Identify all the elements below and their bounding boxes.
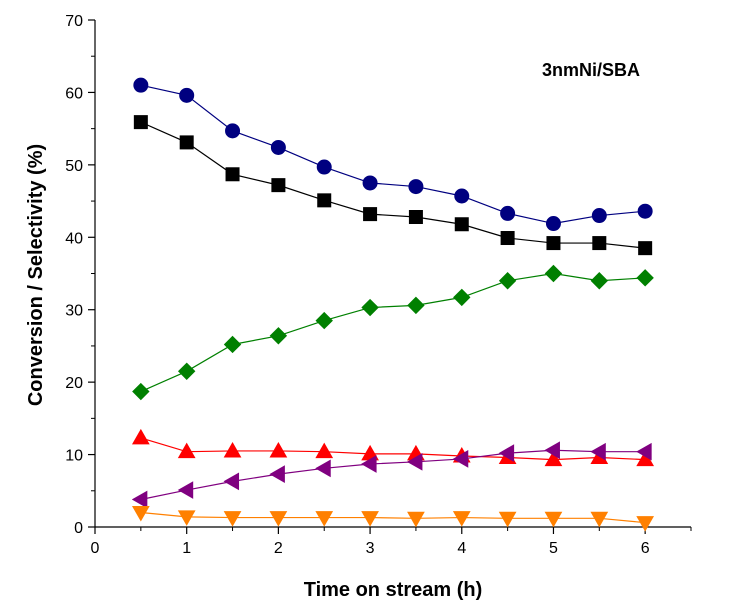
x-tick-label: 2	[274, 540, 283, 557]
series-5-point	[590, 511, 609, 528]
y-axis-title: Conversion / Selectivity (%)	[25, 144, 47, 406]
series-3-point	[131, 428, 150, 445]
series-4	[131, 441, 652, 509]
series-4-point	[269, 465, 285, 483]
series-3-point	[223, 441, 242, 458]
series-2-point	[361, 298, 379, 317]
series-0-point	[270, 139, 286, 155]
series-3-point	[544, 450, 563, 467]
x-tick-label: 6	[641, 540, 650, 557]
series-4-point	[177, 481, 194, 499]
series-2-point	[636, 269, 654, 287]
series-5-point	[315, 511, 334, 527]
x-tick-label: 4	[457, 540, 466, 557]
series-4-point	[361, 455, 377, 473]
series-2-point	[177, 362, 196, 380]
series-4-point	[636, 442, 652, 461]
series-2-point	[453, 288, 471, 307]
series-1-point	[638, 241, 653, 256]
series-4-point	[131, 490, 148, 509]
series-0-point	[500, 205, 516, 221]
series-0-point	[408, 179, 424, 195]
series-5-point	[223, 511, 242, 527]
y-tick-label: 20	[65, 375, 83, 392]
series-5-point	[177, 510, 196, 526]
series-1-point	[133, 115, 148, 130]
series-2	[132, 264, 654, 401]
y-tick-label: 30	[65, 303, 83, 320]
series-2-point	[315, 311, 333, 330]
x-axis-title: Time on stream (h)	[304, 579, 483, 601]
series-2-point	[223, 335, 242, 354]
x-tick-label: 0	[91, 540, 100, 557]
series-4-point	[315, 459, 331, 478]
series-1-line	[140, 121, 646, 249]
y-tick-label: 50	[65, 158, 83, 175]
series-0-line	[140, 84, 646, 225]
series-0-point	[225, 123, 241, 139]
series-0-point	[545, 216, 561, 232]
x-tick-label: 5	[549, 540, 558, 557]
series-0-point	[454, 188, 470, 204]
series-2-point	[590, 272, 609, 290]
series-1-point	[179, 135, 194, 150]
series-0-point	[133, 77, 149, 93]
series-5-point	[269, 511, 288, 527]
series-1-point	[363, 207, 378, 222]
x-tick-label: 3	[366, 540, 375, 557]
series-5-point	[636, 516, 655, 532]
y-tick-label: 0	[74, 520, 83, 537]
series-1-point	[500, 231, 515, 246]
series-3	[131, 428, 655, 467]
y-tick-label: 10	[65, 448, 83, 465]
series-2-point	[544, 264, 563, 283]
series-5-point	[498, 511, 517, 528]
series-5-point	[131, 506, 150, 522]
series-1-point	[408, 210, 423, 225]
series-5-line	[140, 511, 646, 524]
series-0-point	[637, 203, 653, 219]
series-4-point	[223, 472, 240, 491]
series-0-point	[316, 159, 332, 175]
series-4-point	[498, 444, 515, 462]
y-tick-label: 70	[65, 13, 83, 30]
series-0-point	[179, 87, 195, 103]
y-tick-label: 40	[65, 230, 83, 247]
series-4-point	[406, 452, 423, 471]
series-5-point	[361, 511, 379, 527]
series-1	[133, 115, 653, 256]
series-5-point	[544, 511, 563, 528]
series-4-point	[590, 442, 606, 461]
series-1-point	[317, 193, 332, 208]
series-4-line	[140, 449, 646, 501]
series-2-point	[269, 327, 288, 345]
y-tick-label: 60	[65, 85, 83, 102]
series-2-point	[407, 296, 425, 315]
series-1-point	[225, 167, 240, 182]
series-1-point	[546, 236, 561, 251]
series-layer	[131, 77, 655, 532]
series-3-point	[269, 441, 288, 458]
series-5	[131, 506, 655, 532]
series-3-line	[140, 437, 646, 461]
series-2-line	[140, 272, 646, 393]
x-tick-label: 1	[182, 540, 191, 557]
series-1-point	[454, 217, 469, 232]
chart-annotation: 3nmNi/SBA	[542, 60, 640, 80]
series-0-point	[591, 208, 607, 224]
series-1-point	[592, 236, 607, 251]
series-4-point	[452, 450, 469, 468]
series-3-point	[177, 442, 196, 459]
series-5-point	[407, 511, 425, 528]
series-0-point	[362, 175, 378, 191]
series-4-point	[544, 441, 560, 460]
series-0	[133, 77, 653, 232]
series-2-point	[498, 272, 517, 290]
series-2-point	[132, 382, 150, 401]
series-5-point	[452, 511, 471, 527]
series-1-point	[271, 178, 286, 193]
series-3-point	[315, 442, 334, 459]
